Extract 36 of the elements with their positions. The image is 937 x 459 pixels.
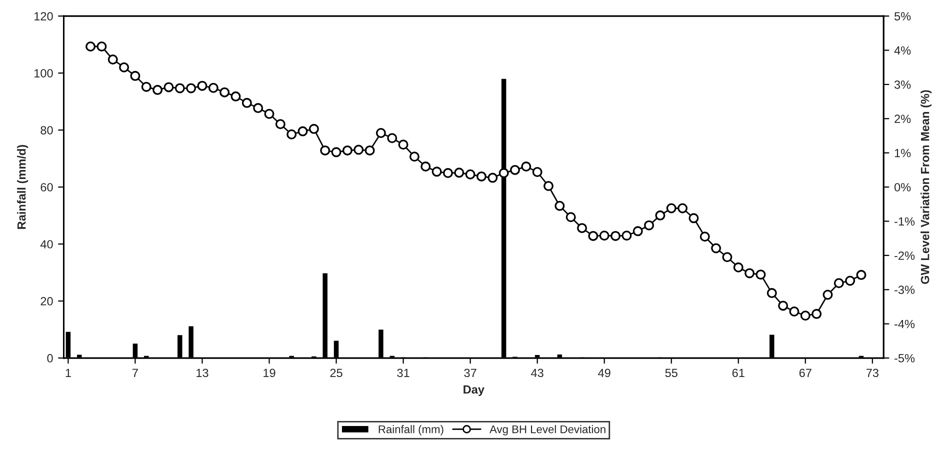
y-axis-title: Rainfall (mm/d) — [17, 144, 28, 229]
y2-tick-label: 1% — [894, 148, 911, 158]
y2-tick-label: 0% — [894, 183, 911, 192]
y2-tick-label: 2% — [894, 114, 911, 123]
legend-label: Rainfall (mm) — [378, 425, 444, 436]
y2-tick-label: -5% — [894, 354, 915, 362]
y2-tick-label: 3% — [894, 80, 911, 89]
x-tick-label: 67 — [799, 368, 812, 378]
x-tick-label: 7 — [132, 368, 138, 377]
x-tick-label: 55 — [665, 368, 678, 378]
x-tick-label: 43 — [531, 368, 544, 378]
y-tick-label: 20 — [40, 297, 53, 306]
legend-label: Avg BH Level Deviation — [490, 425, 606, 436]
y-tick-label: 60 — [40, 183, 53, 192]
y2-axis-title: GW Level Variation From Mean (%) — [920, 90, 932, 284]
x-tick-label: 31 — [397, 368, 410, 378]
y2-tick-label: -2% — [894, 251, 915, 260]
x-tick-label: 25 — [330, 368, 342, 378]
y2-tick-label: 5% — [894, 12, 911, 20]
y-tick-label: 80 — [40, 126, 53, 134]
y-tick-label: 120 — [34, 12, 53, 20]
y2-tick-label: -1% — [894, 217, 915, 226]
x-tick-label: 49 — [598, 368, 610, 378]
y-tick-label: 100 — [34, 69, 53, 78]
x-axis-title: Day — [464, 385, 484, 396]
x-tick-label: 73 — [866, 368, 878, 378]
y2-tick-label: -3% — [894, 286, 915, 294]
x-tick-label: 19 — [264, 368, 276, 378]
x-tick-label: 13 — [196, 368, 208, 378]
y2-tick-label: -4% — [894, 320, 915, 328]
x-tick-label: 37 — [464, 368, 476, 378]
y-tick-label: 40 — [40, 240, 53, 248]
x-tick-label: 1 — [66, 368, 71, 377]
x-tick-label: 61 — [732, 368, 744, 378]
y-tick-label: 0 — [47, 354, 53, 362]
y2-tick-label: 4% — [894, 46, 911, 55]
